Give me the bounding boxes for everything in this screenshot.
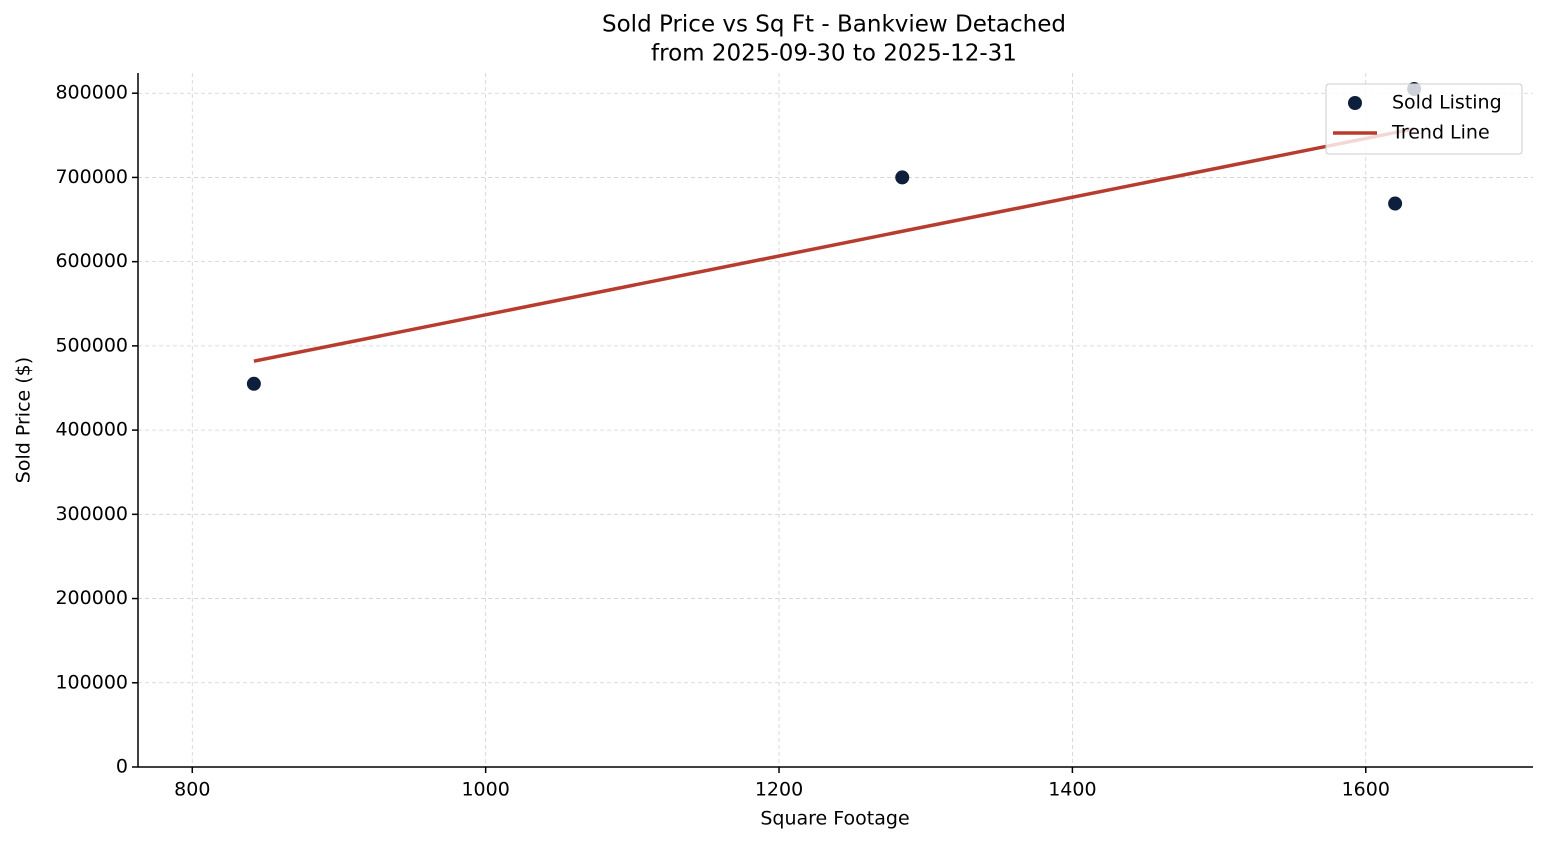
x-axis-label: Square Footage [760,808,909,830]
chart-subtitle: from 2025-09-30 to 2025-12-31 [651,41,1017,67]
y-tick-label: 100000 [55,671,128,693]
point [246,376,261,391]
y-tick-label: 400000 [55,419,128,441]
point [1388,196,1403,211]
legend-label: Sold Listing [1392,92,1502,114]
y-tick-label: 500000 [55,334,128,356]
point [895,170,910,185]
trend-line [253,127,1415,363]
y-tick-label: 200000 [55,587,128,609]
y-tick-label: 0 [116,756,128,778]
y-tick-label: 700000 [55,166,128,188]
x-tick-label: 800 [174,779,210,801]
y-axis-label: Sold Price ($) [13,357,35,483]
legend-box [1325,83,1523,155]
legend-label: Trend Line [1391,122,1490,144]
chart-title: Sold Price vs Sq Ft - Bankview Detached [602,12,1066,38]
x-tick-label: 1600 [1342,779,1390,801]
x-tick-label: 1200 [755,779,803,801]
y-tick-label: 300000 [55,503,128,525]
y-tick-label: 600000 [55,250,128,272]
y-tick-label: 800000 [55,82,128,104]
legend-marker [1348,96,1362,110]
x-tick-label: 1400 [1048,779,1096,801]
x-tick-label: 1000 [461,779,509,801]
